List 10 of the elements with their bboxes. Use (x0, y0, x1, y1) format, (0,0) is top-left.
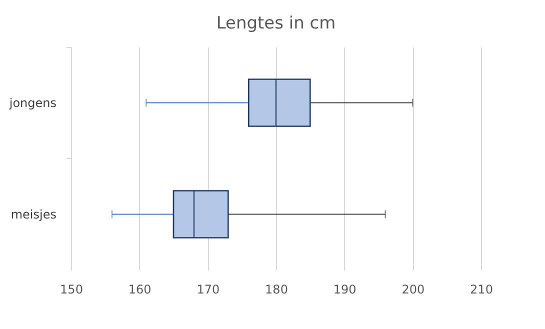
x-tick-label: 210 (470, 282, 493, 296)
x-tick-label: 190 (333, 282, 356, 296)
chart-title: Lengtes in cm (216, 14, 336, 34)
y-tick-label: jongens (8, 96, 56, 110)
x-tick-label: 160 (128, 282, 152, 296)
x-tick-label: 170 (196, 282, 220, 296)
x-tick-label: 180 (265, 282, 288, 296)
x-tick-label: 150 (60, 282, 83, 296)
x-tick-label: 200 (402, 282, 425, 296)
y-tick-label: meisjes (10, 207, 56, 222)
